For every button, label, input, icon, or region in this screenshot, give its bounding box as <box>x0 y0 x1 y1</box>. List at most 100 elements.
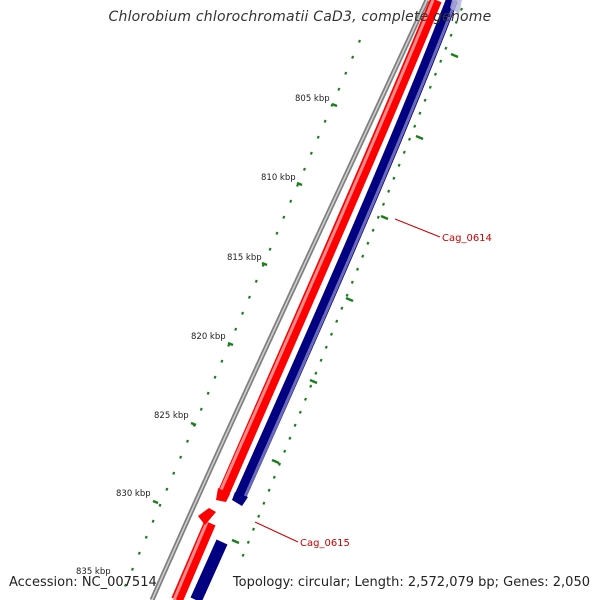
scale-major-tick <box>271 458 280 465</box>
scale-dot <box>387 189 391 193</box>
scale-dot <box>413 124 417 128</box>
scale-dot <box>376 215 380 219</box>
forward-strand-gene-lower-highlight <box>172 521 209 600</box>
scale-dot <box>206 391 210 395</box>
scale-dot <box>407 137 412 141</box>
scale-dot <box>335 319 339 323</box>
scale-dot <box>337 87 341 91</box>
scale-dot <box>298 410 302 414</box>
scale-dot <box>137 551 141 555</box>
scale-dot <box>344 71 348 75</box>
scale-dot <box>381 202 386 206</box>
scale-dot <box>272 475 276 479</box>
gene-label-cag-0615: Cag_0615 <box>300 538 350 549</box>
scale-dot <box>423 98 427 102</box>
scale-dot <box>397 163 401 167</box>
scale-dot <box>268 247 272 251</box>
scale-dot <box>185 439 190 443</box>
scale-dot <box>371 228 375 232</box>
scale-dot <box>319 358 323 362</box>
scale-dot <box>366 241 370 245</box>
scale-dot <box>158 503 162 507</box>
scale-dot <box>172 471 176 475</box>
gene-label-cag-0614: Cag_0614 <box>442 233 492 244</box>
scale-dot <box>275 231 279 235</box>
genome-backbone-highlight <box>151 0 428 600</box>
reverse-strand-cap <box>450 0 462 14</box>
reverse-strand-arrow <box>232 492 248 506</box>
reverse-strand-gene-lower <box>190 539 228 600</box>
scale-dot <box>449 33 453 37</box>
reverse-strand-gene-upper <box>234 0 458 500</box>
scale-dot <box>361 254 365 258</box>
scale-dot <box>257 514 261 518</box>
scale-dot <box>402 150 406 154</box>
scale-dot <box>277 462 282 466</box>
scale-major-tick <box>450 52 459 59</box>
gene-callout-line-0614 <box>394 218 441 238</box>
gene-callout-line-0615 <box>254 521 299 543</box>
scale-label-815: 815 kbp <box>227 253 262 263</box>
scale-dot <box>459 7 464 11</box>
scale-dot <box>246 540 250 544</box>
forward-strand-gene-lower <box>171 520 216 600</box>
scale-dot <box>350 280 354 284</box>
scale-dot <box>254 279 258 283</box>
scale-label-835: 835 kbp <box>76 567 111 577</box>
scale-dot <box>288 436 292 440</box>
scale-dot <box>309 384 313 388</box>
scale-dot <box>323 119 327 123</box>
scale-major-tick <box>345 296 354 303</box>
scale-dot <box>247 295 251 299</box>
minor-tick-marks <box>124 7 464 587</box>
scale-dot <box>130 567 134 571</box>
scale-dot <box>351 55 355 59</box>
scale-label-825: 825 kbp <box>154 411 189 421</box>
scale-dot <box>454 20 458 24</box>
scale-dot <box>251 527 256 531</box>
scale-major-tick <box>296 181 303 187</box>
genome-summary-text: Topology: circular; Length: 2,572,079 bp… <box>232 575 590 590</box>
scale-dot <box>433 72 438 76</box>
scale-dot <box>151 519 155 523</box>
scale-major-tick <box>152 499 159 505</box>
scale-dot <box>428 85 432 89</box>
forward-strand-arrow-upper <box>216 488 230 502</box>
scale-dot <box>303 397 308 401</box>
forward-strand-gene-upper <box>218 0 442 495</box>
scale-dot <box>357 39 362 43</box>
scale-dot <box>241 311 245 315</box>
scale-dot <box>144 535 148 539</box>
scale-dot <box>444 46 448 50</box>
scale-dot <box>314 371 318 375</box>
scale-dot <box>324 345 328 349</box>
scale-dot <box>340 306 344 310</box>
scale-dot <box>439 59 443 63</box>
scale-major-tick <box>331 102 338 108</box>
scale-dot <box>267 488 271 492</box>
scale-dot <box>345 293 349 297</box>
scale-dot <box>302 167 306 171</box>
scale-dot <box>165 487 169 491</box>
scale-major-tick <box>309 378 318 385</box>
scale-major-tick <box>231 538 240 545</box>
scale-dot <box>289 199 293 203</box>
scale-dot <box>199 407 203 411</box>
scale-major-tick <box>380 214 389 221</box>
scale-dot <box>124 583 128 587</box>
scale-dot <box>262 501 266 505</box>
scale-dot <box>234 327 238 331</box>
scale-dot <box>241 553 245 557</box>
scale-dot <box>220 359 224 363</box>
scale-major-tick <box>415 134 424 141</box>
scale-dot <box>179 455 183 459</box>
scale-dot <box>316 135 320 139</box>
scale-label-820: 820 kbp <box>191 332 226 342</box>
scale-label-830: 830 kbp <box>116 489 151 499</box>
accession-text: Accession: NC_007514 <box>9 575 157 590</box>
scale-major-tick <box>261 261 268 267</box>
scale-major-tick <box>190 421 197 427</box>
scale-dot <box>418 111 422 115</box>
scale-label-805: 805 kbp <box>295 94 330 104</box>
